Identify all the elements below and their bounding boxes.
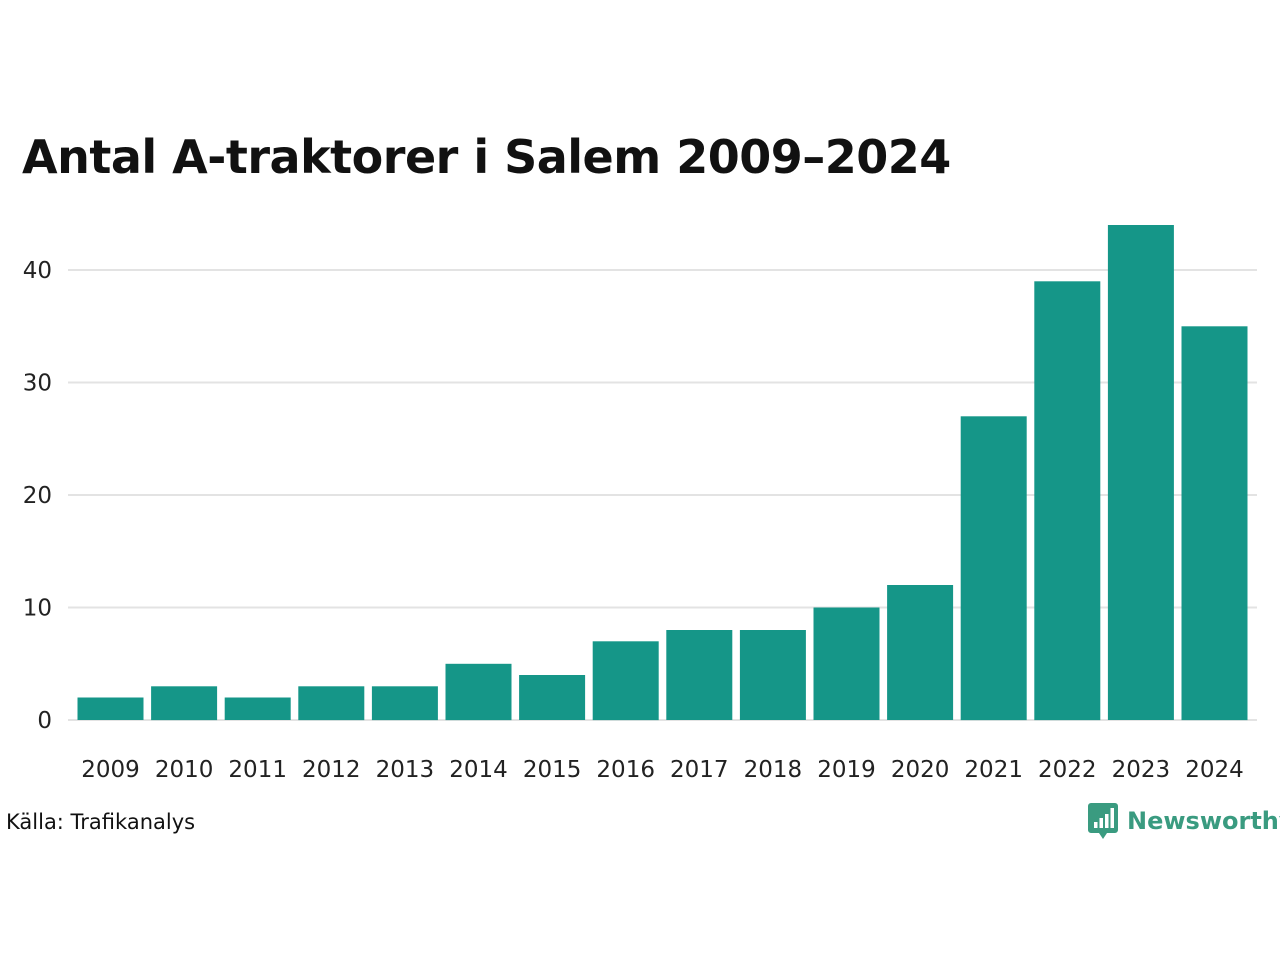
bar-2024 (1181, 326, 1248, 721)
x-tick-label: 2020 (891, 757, 950, 783)
bar-2015 (519, 675, 586, 720)
brand: Newsworthy (1088, 803, 1280, 839)
y-tick-label: 40 (23, 258, 52, 284)
x-tick-label: 2010 (155, 757, 214, 783)
x-tick-label: 2015 (523, 757, 582, 783)
bar-chart: 0 10 20 30 40 2009 2010 2011 2012 2013 2014 2015 201… (23, 225, 1257, 783)
bar-2020 (887, 585, 954, 720)
x-tick-label: 2021 (964, 757, 1023, 783)
bar-2014 (445, 663, 512, 721)
bar-2022 (1034, 281, 1101, 721)
bar-2017 (666, 630, 733, 720)
x-tick-label: 2014 (449, 757, 508, 783)
y-tick-label: 10 (23, 596, 52, 622)
x-tick-label: 2013 (376, 757, 435, 783)
x-tick-label: 2022 (1038, 757, 1097, 783)
bar-2010 (151, 686, 218, 721)
y-tick-label: 0 (37, 708, 52, 734)
source-label: Källa: Trafikanalys (6, 810, 196, 834)
bar-2021 (960, 416, 1027, 721)
x-tick-label: 2009 (81, 757, 140, 783)
bar-2016 (592, 641, 659, 721)
bar-2012 (298, 686, 365, 721)
x-tick-label: 2018 (744, 757, 803, 783)
x-tick-label: 2012 (302, 757, 361, 783)
x-tick-label: 2019 (817, 757, 876, 783)
x-tick-label: 2023 (1112, 757, 1171, 783)
x-tick-label: 2016 (596, 757, 655, 783)
bar-2023 (1107, 225, 1174, 720)
brand-name: Newsworthy (1127, 807, 1280, 835)
x-tick-label: 2011 (228, 757, 287, 783)
bar-2019 (813, 607, 880, 720)
y-tick-label: 20 (23, 483, 52, 509)
x-tick-label: 2024 (1185, 757, 1244, 783)
bar-2011 (224, 697, 291, 720)
y-tick-label: 30 (23, 371, 52, 397)
chart-title: Antal A-traktorer i Salem 2009–2024 (22, 130, 951, 184)
bar-2018 (739, 630, 806, 720)
bar-2009 (77, 697, 144, 720)
newsworthy-logo-icon (1088, 803, 1118, 839)
bar-2013 (371, 686, 438, 721)
x-tick-label: 2017 (670, 757, 729, 783)
